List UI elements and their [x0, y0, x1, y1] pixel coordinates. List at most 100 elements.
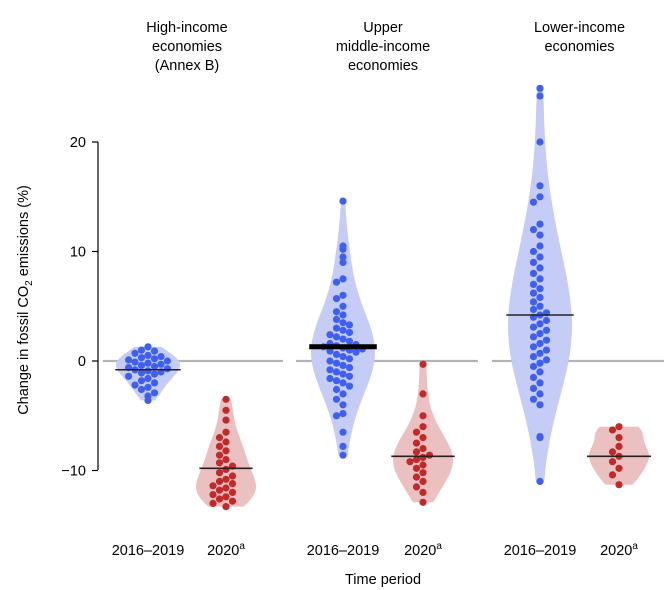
data-point	[222, 438, 230, 446]
data-point	[419, 390, 427, 398]
data-point	[332, 395, 341, 403]
data-point	[529, 305, 538, 314]
data-point	[131, 358, 139, 366]
data-point	[332, 295, 341, 303]
data-point	[215, 434, 224, 442]
data-point	[529, 353, 538, 361]
data-point	[425, 451, 434, 459]
data-point	[536, 368, 544, 376]
data-point	[144, 383, 152, 391]
data-point	[419, 477, 427, 485]
data-point	[339, 245, 347, 253]
panel-title-line: economies	[544, 39, 614, 55]
data-point	[529, 198, 538, 206]
data-point	[536, 339, 544, 348]
data-point	[536, 84, 544, 92]
data-point	[332, 324, 341, 332]
data-point	[536, 242, 544, 250]
data-point	[326, 357, 334, 365]
y-tick-label: 20	[70, 135, 86, 151]
violins	[116, 88, 649, 507]
data-point	[536, 92, 544, 100]
data-point	[419, 453, 427, 461]
data-point	[536, 359, 544, 367]
data-point	[419, 445, 427, 453]
data-point	[345, 328, 354, 337]
data-point	[332, 350, 341, 358]
data-point	[332, 377, 341, 385]
data-point	[536, 302, 544, 310]
category-label: 2020a	[404, 541, 442, 559]
data-point	[144, 351, 152, 360]
data-point	[222, 416, 230, 424]
data-point	[228, 472, 237, 480]
y-tick-label: −10	[61, 464, 86, 480]
y-axis: 20 10 0 −10	[61, 135, 99, 480]
data-point	[615, 423, 623, 431]
data-point	[536, 193, 544, 201]
median-lines	[115, 314, 652, 470]
data-point	[332, 315, 341, 323]
data-point	[339, 302, 347, 310]
data-point	[412, 439, 421, 447]
data-point	[137, 385, 146, 394]
data-point	[150, 379, 159, 387]
data-point	[529, 373, 538, 381]
data-point	[163, 357, 171, 365]
data-point	[419, 423, 427, 431]
data-point	[131, 381, 139, 389]
data-point	[608, 426, 617, 434]
category-label: 2020a	[600, 541, 638, 559]
data-point	[339, 353, 347, 361]
data-point	[419, 360, 427, 368]
data-point	[326, 347, 334, 355]
data-point	[542, 346, 551, 354]
data-point	[150, 355, 159, 363]
data-point	[332, 333, 341, 341]
data-point	[228, 497, 237, 505]
data-point	[406, 458, 414, 466]
data-point	[339, 335, 347, 343]
data-point	[332, 385, 341, 394]
data-points	[125, 84, 623, 511]
data-point	[150, 362, 159, 371]
data-point	[608, 458, 617, 466]
category-label: 2016–2019	[307, 543, 380, 559]
data-point	[339, 410, 347, 418]
data-point	[352, 348, 360, 356]
data-point	[222, 456, 230, 464]
data-point	[144, 374, 152, 383]
data-point	[209, 482, 217, 490]
data-point	[150, 370, 159, 378]
data-point	[332, 359, 341, 367]
data-point	[209, 499, 217, 507]
data-point	[529, 289, 538, 297]
data-point	[339, 428, 347, 436]
panel-title-line: Upper	[363, 20, 403, 36]
data-point	[529, 333, 538, 341]
data-point	[536, 285, 544, 293]
data-point	[125, 356, 133, 364]
data-point	[542, 356, 551, 364]
data-point	[215, 469, 224, 477]
data-point	[137, 354, 146, 362]
category-label: 2016–2019	[504, 543, 577, 559]
data-point	[215, 442, 224, 450]
data-point	[228, 488, 237, 496]
panel-title-line: (Annex B)	[155, 58, 219, 74]
data-point	[536, 182, 544, 190]
data-point	[215, 477, 224, 485]
data-point	[536, 477, 544, 485]
data-point	[339, 401, 347, 409]
data-point	[125, 372, 133, 380]
violin-shape	[508, 88, 572, 482]
data-point	[326, 374, 334, 383]
data-point	[339, 442, 347, 450]
data-point	[137, 369, 146, 377]
data-point	[536, 401, 544, 409]
data-point	[412, 464, 421, 472]
data-point	[222, 493, 230, 501]
y-axis-label: Change in fossil CO2 emissions (%)	[16, 185, 35, 415]
data-point	[339, 253, 347, 261]
data-point	[412, 483, 421, 491]
